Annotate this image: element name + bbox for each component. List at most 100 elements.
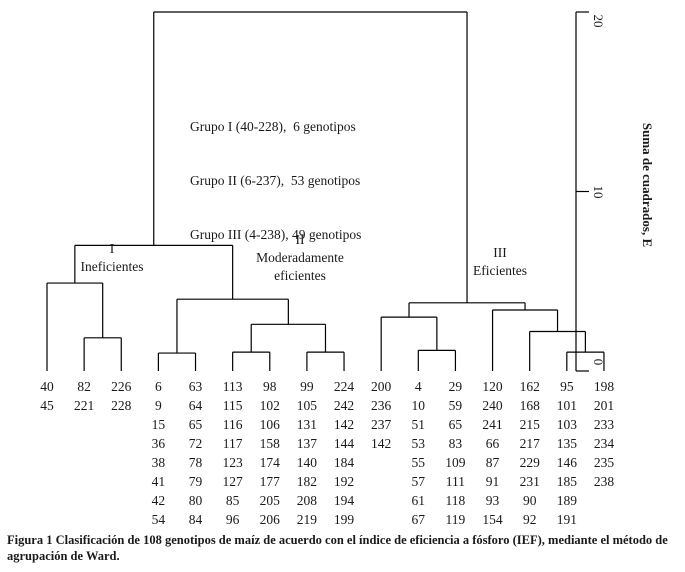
genotype-id: 226 [111,379,132,394]
genotype-id: 221 [74,398,95,413]
genotype-id: 63 [188,379,203,394]
genotype-id: 199 [333,512,355,527]
genotype-id: 87 [485,455,500,470]
genotype-id: 6 [155,379,162,394]
genotype-id: 168 [519,398,540,413]
genotype-id: 238 [593,474,615,489]
genotype-id: 185 [556,474,577,489]
genotype-column: 113 115 116 117 123 127 85 96 [214,377,252,529]
genotype-id: 228 [111,398,132,413]
cluster-2-name-line1: Moderadamente [256,250,344,265]
genotype-id: 235 [593,455,615,470]
cluster-1-name: Ineficientes [80,259,144,274]
genotype-id: 99 [300,379,314,394]
genotype-id: 106 [259,417,280,432]
genotype-id: 116 [222,417,243,432]
genotype-id: 98 [263,379,277,394]
genotype-id: 36 [151,436,166,451]
genotype-column: 200 236 237 142 [362,377,400,453]
genotype-id: 137 [296,436,318,451]
genotype-id: 103 [556,417,577,432]
genotype-id: 105 [296,398,318,413]
genotype-column: 162 168 215 217 229 231 90 92 [511,377,549,529]
genotype-id: 85 [225,493,240,508]
genotype-id: 54 [151,512,166,527]
figure-caption: Figura 1 Clasificación de 108 genotipos … [7,533,668,563]
genotype-id: 55 [411,455,426,470]
genotype-id: 194 [333,493,355,508]
genotype-id: 101 [556,398,577,413]
genotype-id: 206 [259,512,280,527]
genotype-id: 198 [593,379,615,394]
genotype-column: 98 102 106 158 174 177 205 206 [251,377,289,529]
genotype-id: 217 [519,436,540,451]
genotype-id: 66 [485,436,500,451]
genotype-id: 191 [556,512,577,527]
genotype-column: 6 9 15 36 38 41 42 54 [139,377,177,529]
genotype-column: 4 10 51 53 55 57 61 67 [399,377,437,529]
genotype-id: 79 [188,474,203,489]
genotype-id: 29 [448,379,463,394]
genotype-id: 177 [259,474,280,489]
genotype-id: 72 [188,436,203,451]
genotype-id: 131 [296,417,318,432]
genotype-id: 61 [411,493,426,508]
genotype-id: 67 [411,512,426,527]
genotype-id: 45 [40,398,54,413]
genotype-id: 83 [448,436,463,451]
genotype-column: 82 221 [65,377,103,415]
cluster-2-name-line2: eficientes [274,268,326,283]
genotype-id: 78 [188,455,203,470]
group-summary: Grupo I (40-228), 6 genotipos Grupo II (… [190,82,361,280]
genotype-id: 117 [222,436,243,451]
genotype-id: 242 [333,398,355,413]
genotype-id: 219 [296,512,318,527]
genotype-id: 140 [296,455,318,470]
genotype-id: 64 [188,398,203,413]
genotype-id: 59 [448,398,463,413]
genotype-id: 120 [482,379,503,394]
genotype-id: 174 [259,455,280,470]
genotype-id: 65 [188,417,203,432]
genotype-id: 162 [519,379,540,394]
genotype-id: 144 [333,436,355,451]
genotype-id: 119 [445,512,466,527]
genotype-column: 226 228 [102,377,140,415]
genotype-id: 142 [333,417,355,432]
genotype-id: 102 [259,398,280,413]
genotype-column: 224 242 142 144 184 192 194 199 [325,377,363,529]
cluster-2-numeral: II [295,232,305,247]
genotype-id: 53 [411,436,426,451]
genotype-id: 201 [593,398,615,413]
genotype-id: 182 [296,474,318,489]
y-axis-tick-label: 0 [591,358,606,366]
genotype-id: 80 [188,493,203,508]
genotype-id: 233 [593,417,615,432]
genotype-id: 154 [482,512,503,527]
genotype-id: 111 [445,474,466,489]
genotype-column: 95 101 103 135 146 185 189 191 [548,377,586,529]
genotype-id: 82 [77,379,91,394]
genotype-id: 215 [519,417,540,432]
genotype-id: 41 [151,474,166,489]
genotype-id: 113 [222,379,243,394]
group-summary-line-2: Grupo II (6-237), 53 genotipos [190,173,361,188]
genotype-id: 208 [296,493,318,508]
genotype-id: 42 [151,493,166,508]
genotype-id: 240 [482,398,503,413]
genotype-id: 236 [371,398,392,413]
group-summary-line-1: Grupo I (40-228), 6 genotipos [190,119,356,134]
y-axis-tick-label: 20 [591,14,606,28]
genotype-id: 237 [371,417,392,432]
genotype-id: 200 [371,379,392,394]
genotype-id: 93 [485,493,500,508]
genotype-id: 234 [593,436,615,451]
genotype-id: 189 [556,493,577,508]
genotype-id: 91 [485,474,500,489]
cluster-label-eficientes: III Eficientes [440,244,560,280]
genotype-id: 40 [40,379,54,394]
genotype-id: 241 [482,417,503,432]
genotype-id: 142 [371,436,392,451]
group-summary-line-3: Grupo III (4-238), 49 genotipos [190,227,362,242]
